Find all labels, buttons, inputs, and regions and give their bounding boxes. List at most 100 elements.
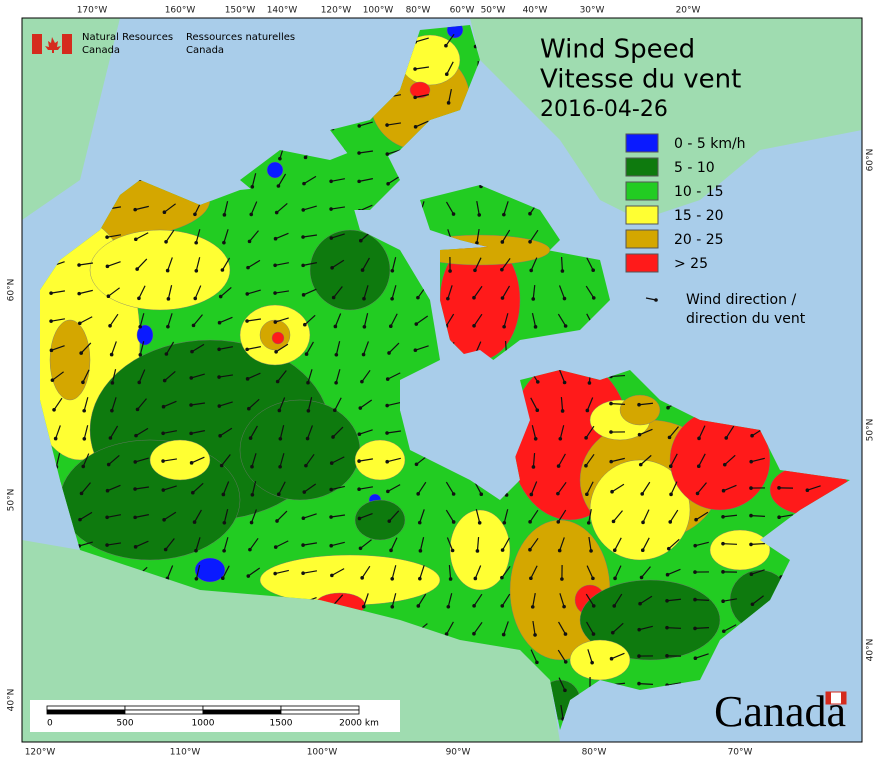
wind-arrow-head (52, 408, 56, 412)
scale-segment (281, 710, 359, 714)
wind-arrow-head (247, 407, 251, 411)
wind-arrow-head (451, 549, 455, 553)
wind-arrow-head (330, 266, 334, 270)
scale-segment (203, 710, 281, 714)
wind-arrow-head (386, 377, 390, 381)
wind-arrow-head (248, 548, 252, 552)
agency-en: Canada (82, 45, 120, 56)
legend-label: 0 - 5 km/h (674, 136, 746, 152)
wind-arrow-head (722, 489, 726, 493)
scale-segment (125, 706, 203, 710)
longitude-label: 80°W (406, 6, 431, 16)
wind-arrow-head (361, 268, 365, 272)
wind-arrow-head (500, 604, 504, 608)
wind-arrow-head (105, 543, 109, 547)
wind-arrow-head (277, 492, 281, 496)
scale-segment (203, 706, 281, 710)
wind-arrow-head (273, 572, 277, 576)
wind-arrow-head (223, 521, 227, 525)
wind-arrow-head (641, 521, 645, 525)
wind-arrow-head (806, 488, 810, 492)
wind-arrow-head (528, 548, 532, 552)
wind-arrow-head (385, 123, 389, 127)
wind-arrow-head (217, 348, 221, 352)
wind-arrow-head (305, 352, 309, 356)
wind-arrow-head (278, 409, 282, 413)
wind-arrow-head (333, 408, 337, 412)
longitude-label: 110°W (170, 748, 201, 758)
wind-arrow-head (330, 461, 334, 465)
wind-arrow-head (417, 604, 421, 608)
wind-arrow-head (584, 436, 588, 440)
wind-arrow-head (163, 210, 167, 214)
wind-arrow-head (191, 491, 195, 495)
wind-arrow-head (329, 207, 333, 211)
wind-arrow-head (246, 266, 250, 270)
latitude-label: 60°N (7, 279, 17, 302)
wind-arrow (695, 628, 709, 629)
wind-arrow-head (334, 381, 338, 385)
legend-label: direction du vent (686, 311, 806, 327)
wind-arrow-head (331, 435, 335, 439)
wind-arrow-head (668, 520, 672, 524)
wind-arrow-head (137, 296, 141, 300)
wind-arrow-head (249, 213, 253, 217)
wind-arrow-head (413, 67, 417, 71)
wind-arrow-head (640, 576, 644, 580)
wind-arrow-head (246, 574, 250, 578)
speed-zone (50, 320, 90, 400)
wind-arrow-head (564, 632, 568, 636)
wind-arrow-head (161, 459, 165, 463)
wind-arrow-head (415, 463, 419, 467)
wind-arrow-head (219, 295, 223, 299)
wind-arrow-head (472, 324, 476, 328)
wind-arrow-head (637, 628, 641, 632)
wind-arrow-head (362, 297, 366, 301)
scale-segment (47, 706, 125, 710)
date: 2016-04-26 (540, 97, 668, 122)
wind-arrow-head (669, 493, 673, 497)
speed-zone (570, 640, 630, 680)
wind-arrow-head (133, 208, 137, 212)
speed-zone (310, 230, 390, 310)
wind-arrow-head (109, 436, 113, 440)
wind-arrow-head (195, 269, 199, 273)
wind-arrow (751, 516, 765, 517)
wind-arrow-head (189, 376, 193, 380)
wind-arrow-head (749, 460, 753, 464)
wind-arrow-head (529, 269, 533, 273)
scale-label: 2000 km (339, 719, 379, 729)
wind-arrow-head (530, 493, 534, 497)
wind-arrow-head (385, 431, 389, 435)
wind-arrow-head (110, 353, 114, 357)
speed-zone (195, 558, 225, 582)
wind-arrow-head (329, 236, 333, 240)
wind-arrow-head (585, 492, 589, 496)
wind-arrow-head (111, 381, 115, 385)
wind-arrow-head (479, 492, 483, 496)
wind-arrow-head (584, 464, 588, 468)
wind-arrow-head (166, 269, 170, 273)
wind-arrow-head (389, 324, 393, 328)
wind-arrow-head (82, 409, 86, 413)
wind-arrow-head (534, 437, 538, 441)
latitude-label: 40°N (866, 639, 876, 662)
wind-arrow-head (500, 576, 504, 580)
wind-arrow-head (531, 605, 535, 609)
wind-arrow-head (588, 381, 592, 385)
wind-arrow-head (749, 514, 753, 518)
wind-arrow-head (110, 409, 114, 413)
wind-arrow-head (503, 521, 507, 525)
wind-arrow-head (535, 408, 539, 412)
wind-arrow-head (274, 237, 278, 241)
wind-arrow-head (722, 629, 726, 633)
wind-arrow-head (302, 516, 306, 520)
wind-arrow-head (357, 124, 361, 128)
legend-label: 10 - 15 (674, 184, 724, 200)
wind-arrow-head (133, 460, 137, 464)
wind-arrow-head (533, 633, 537, 637)
wind-arrow-head (190, 350, 194, 354)
wind-arrow-head (413, 96, 417, 100)
wind-arrow-head (357, 459, 361, 463)
